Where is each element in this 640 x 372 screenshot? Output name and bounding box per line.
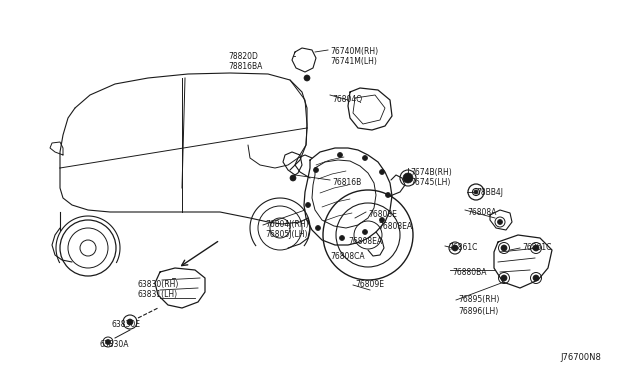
Circle shape (314, 167, 319, 173)
Text: 63830E: 63830E (112, 320, 141, 329)
Circle shape (533, 275, 539, 281)
Circle shape (339, 235, 344, 241)
Text: 76804J(RH): 76804J(RH) (265, 220, 308, 229)
Text: J76700N8: J76700N8 (560, 353, 601, 362)
Circle shape (316, 225, 321, 231)
Text: 76809E: 76809E (355, 280, 384, 289)
Text: 7674B(RH): 7674B(RH) (410, 168, 452, 177)
Circle shape (127, 319, 133, 325)
Circle shape (533, 245, 539, 251)
Circle shape (501, 245, 507, 251)
Text: 76895(RH): 76895(RH) (458, 295, 499, 304)
Circle shape (403, 173, 413, 183)
Text: 76804Q: 76804Q (332, 95, 362, 104)
Text: 76808EA: 76808EA (348, 237, 382, 246)
Text: 76808A: 76808A (467, 208, 497, 217)
Text: 63830(RH): 63830(RH) (138, 280, 179, 289)
Circle shape (452, 245, 458, 251)
Text: 76808CA: 76808CA (330, 252, 365, 261)
Text: 78820D: 78820D (228, 52, 258, 61)
Circle shape (304, 75, 310, 81)
Text: 76896(LH): 76896(LH) (458, 307, 499, 316)
Text: 76880BA: 76880BA (452, 268, 486, 277)
Text: 76861C: 76861C (448, 243, 477, 252)
Text: 63830A: 63830A (100, 340, 129, 349)
Text: 76805J(LH): 76805J(LH) (265, 230, 307, 239)
Circle shape (337, 153, 342, 157)
Text: 76740M(RH): 76740M(RH) (330, 47, 378, 56)
Text: 78BB4J: 78BB4J (476, 188, 503, 197)
Circle shape (497, 219, 502, 224)
Text: 76861C: 76861C (522, 243, 552, 252)
Circle shape (474, 190, 478, 194)
Text: 76745(LH): 76745(LH) (410, 178, 451, 187)
Text: 76808E: 76808E (368, 210, 397, 219)
Circle shape (385, 192, 390, 198)
Circle shape (362, 230, 367, 234)
Circle shape (380, 218, 385, 222)
Text: 76808EA: 76808EA (378, 222, 412, 231)
Text: 78816BA: 78816BA (228, 62, 262, 71)
Circle shape (362, 155, 367, 160)
Circle shape (501, 275, 507, 281)
Circle shape (380, 170, 385, 174)
Circle shape (290, 175, 296, 181)
Circle shape (106, 340, 111, 344)
Text: 63831(LH): 63831(LH) (138, 290, 178, 299)
Text: 76816B: 76816B (332, 178, 361, 187)
Circle shape (305, 202, 310, 208)
Text: 76741M(LH): 76741M(LH) (330, 57, 377, 66)
